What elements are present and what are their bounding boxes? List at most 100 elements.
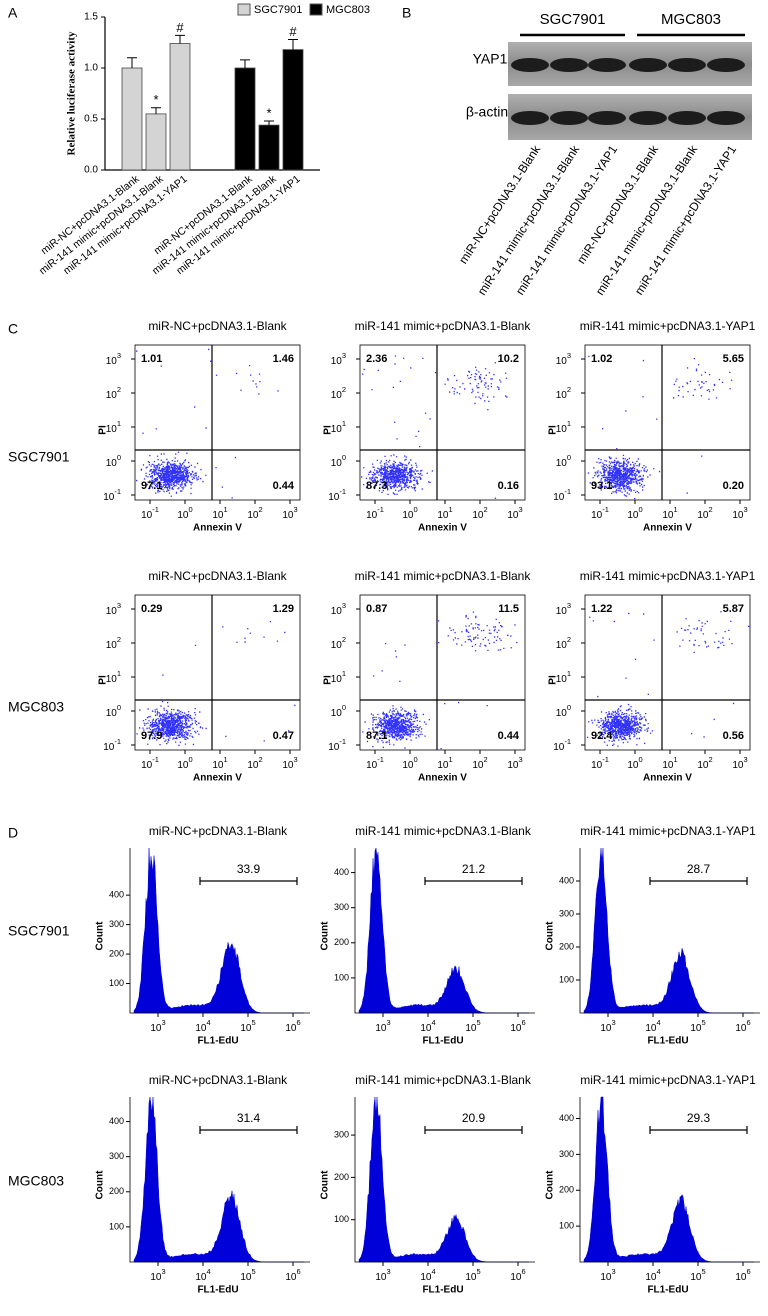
tick-exponent: 0 <box>413 505 417 514</box>
y-tick-label: 100 <box>109 1221 124 1231</box>
dot-cloud <box>588 355 658 450</box>
panel-label: C <box>8 321 18 337</box>
tick-label: 100 <box>331 453 346 469</box>
tick-base: 10 <box>556 674 568 685</box>
tick-exponent: 3 <box>117 351 121 360</box>
tick-exponent: -1 <box>114 487 121 496</box>
tick-base: 10 <box>247 510 259 521</box>
tick-exponent: 2 <box>708 505 712 514</box>
y-tick-label: 100 <box>334 1214 349 1224</box>
tick-exponent: 2 <box>342 385 346 394</box>
tick-label: 103 <box>331 601 346 617</box>
blot-row-label: YAP1 <box>473 51 508 67</box>
tick-exponent: 0 <box>342 453 346 462</box>
tick-base: 10 <box>735 1023 747 1034</box>
blot-band <box>707 58 745 72</box>
x-axis-label: FL1-EdU <box>197 1036 238 1047</box>
tick-exponent: 0 <box>188 755 192 764</box>
tick-label: 103 <box>732 505 747 521</box>
dot-cloud <box>136 701 207 747</box>
y-tick-label: 200 <box>109 948 124 958</box>
dot-cloud <box>362 705 430 749</box>
quadrant-label: 0.20 <box>723 480 744 492</box>
tick-label: 104 <box>195 1267 210 1283</box>
tick-exponent: 4 <box>656 1267 660 1276</box>
tick-exponent: 2 <box>483 505 487 514</box>
tick-exponent: 5 <box>251 1018 255 1027</box>
tick-base: 10 <box>106 606 118 617</box>
x-axis-label: FL1-EdU <box>422 1036 463 1047</box>
tick-base: 10 <box>282 510 294 521</box>
tick-base: 10 <box>328 742 340 753</box>
tick-exponent: 3 <box>518 755 522 764</box>
tick-label: 101 <box>212 755 227 771</box>
dot-cloud <box>686 455 703 494</box>
tick-base: 10 <box>510 1272 522 1283</box>
error-bar <box>151 107 161 114</box>
tick-exponent: 3 <box>117 601 121 610</box>
tick-exponent: 1 <box>117 669 121 678</box>
tick-label: 105 <box>240 1018 255 1034</box>
tick-base: 10 <box>420 1023 432 1034</box>
legend-swatch <box>309 3 323 16</box>
tick-base: 10 <box>103 492 115 503</box>
dot-cloud <box>440 701 488 750</box>
tick-exponent: 4 <box>656 1018 660 1027</box>
y-axis-label: Count <box>95 921 106 951</box>
gate <box>424 1126 523 1134</box>
tick-base: 10 <box>331 458 343 469</box>
tick-base: 10 <box>627 760 639 771</box>
tick-base: 10 <box>195 1023 207 1034</box>
tick-base: 10 <box>106 390 118 401</box>
bar <box>258 124 280 171</box>
group-label: SGC7901 <box>540 11 606 28</box>
tick-base: 10 <box>150 1272 162 1283</box>
tick-exponent: 2 <box>567 635 571 644</box>
dot-cloud <box>362 355 437 448</box>
tick-exponent: 0 <box>638 755 642 764</box>
tick-label: 10-1 <box>328 737 346 753</box>
tick-exponent: 6 <box>521 1018 525 1027</box>
plot-title: miR-141 mimic+pcDNA3.1-Blank <box>355 824 532 838</box>
tick-exponent: 1 <box>567 419 571 428</box>
tick-exponent: 5 <box>701 1267 705 1276</box>
tick-base: 10 <box>331 424 343 435</box>
tick-label: 105 <box>690 1267 705 1283</box>
tick-label: 100 <box>402 505 417 521</box>
tick-exponent: 3 <box>611 1018 615 1027</box>
dot-cloud <box>444 358 508 411</box>
gate <box>424 877 523 885</box>
tick-label: 101 <box>556 669 571 685</box>
tick-label: 102 <box>472 755 487 771</box>
quadrant-label: 0.44 <box>498 730 520 742</box>
gate <box>649 877 748 885</box>
x-axis-label: Annexin V <box>643 523 692 534</box>
plot-frame <box>359 344 526 501</box>
tick-base: 10 <box>212 760 224 771</box>
tick-label: 106 <box>510 1018 525 1034</box>
tick-label: 102 <box>247 755 262 771</box>
tick-base: 10 <box>331 390 343 401</box>
axis-frame <box>129 848 310 1014</box>
blot-row-label: β-actin <box>466 104 508 120</box>
legend-swatch <box>237 3 251 16</box>
tick-label: 100 <box>331 703 346 719</box>
tick-base: 10 <box>285 1272 297 1283</box>
y-tick-label: 1.0 <box>84 63 98 74</box>
quadrant-label: 87.1 <box>366 730 387 742</box>
tick-exponent: 4 <box>431 1267 435 1276</box>
tick-label: 104 <box>645 1267 660 1283</box>
tick-base: 10 <box>465 1023 477 1034</box>
axis-frame <box>354 1097 535 1263</box>
plot-title: miR-141 mimic+pcDNA3.1-YAP1 <box>580 1073 756 1087</box>
tick-base: 10 <box>472 510 484 521</box>
tick-label: 103 <box>375 1018 390 1034</box>
tick-exponent: 0 <box>567 453 571 462</box>
tick-exponent: 3 <box>386 1018 390 1027</box>
tick-label: 101 <box>331 669 346 685</box>
tick-base: 10 <box>366 510 378 521</box>
tick-exponent: 0 <box>638 505 642 514</box>
tick-label: 10-1 <box>553 737 571 753</box>
tick-exponent: 3 <box>611 1267 615 1276</box>
error-bar <box>264 120 274 126</box>
